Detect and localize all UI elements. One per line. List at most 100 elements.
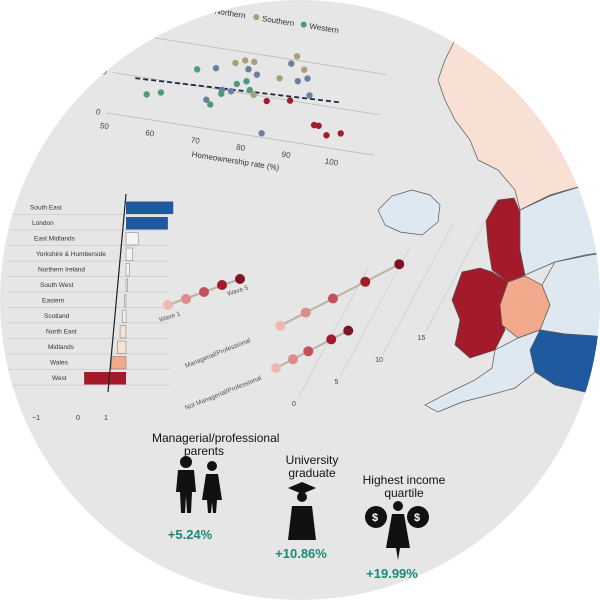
scatter-point: [246, 86, 253, 94]
scatter-point: [306, 92, 313, 99]
scatter-gridline: [119, 31, 386, 75]
bar-category-label: Yorkshire & Humberside: [36, 251, 106, 258]
scatter-x-tick: 100: [324, 157, 339, 168]
bar: [125, 247, 133, 261]
bar-zero-axis: [107, 193, 127, 393]
svg-text:$: $: [372, 512, 378, 524]
scatter-gridline: [112, 72, 380, 116]
parents-icon: [176, 456, 222, 513]
bar: [84, 372, 126, 385]
dot-x-tick: 10: [375, 357, 383, 364]
bar: [125, 263, 130, 277]
bar-category-label: Wales: [50, 359, 69, 366]
scatter-x-tick: 90: [281, 150, 292, 160]
scatter-y-tick: 0: [95, 107, 101, 117]
bar: [125, 278, 128, 292]
dot-point: [326, 334, 337, 345]
scatter-trendline: [135, 77, 342, 104]
scatter-point: [337, 130, 344, 137]
dot-x-tick: 5: [335, 379, 339, 386]
bar-category-label: East Midlands: [34, 235, 76, 242]
scatter-point: [323, 132, 330, 139]
scatter-y-tick: 20: [104, 26, 115, 36]
scatter-x-tick: 60: [145, 128, 156, 138]
bar-chart: South East London East Midlands Yorkshire &…: [8, 193, 174, 422]
scatter-x-tick: 50: [99, 121, 110, 131]
scatter-point: [245, 66, 252, 73]
scatter-point: [207, 101, 214, 108]
svg-text:$: $: [414, 512, 420, 524]
caption-graduate: University graduate: [285, 453, 339, 480]
bar-category-label: West: [52, 375, 67, 382]
bar: [119, 325, 127, 339]
bar: [125, 232, 139, 246]
legend-wave-dot: [217, 280, 227, 290]
pct-income: +19.99%: [366, 566, 418, 581]
legend-marker-southern: [253, 14, 260, 21]
bar: [122, 309, 127, 323]
bar-category-label: Northern Ireland: [38, 266, 85, 273]
bar-category-label: London: [32, 220, 54, 227]
scatter-point: [212, 65, 220, 72]
bar-category-label: South West: [40, 282, 74, 289]
scatter-point: [315, 122, 322, 129]
scatter-point: [294, 77, 301, 85]
caption-parents: Managerial/professional parents: [152, 431, 280, 458]
pct-parents: +5.24%: [167, 527, 213, 542]
scatter-point: [304, 75, 311, 82]
legend-marker-western: [300, 21, 307, 28]
graduate-icon: [288, 482, 316, 540]
region-south-west: [424, 329, 541, 413]
bar-category-label: South East: [30, 204, 62, 211]
scatter-point: [288, 60, 295, 67]
money-bags-icon: $ $: [365, 501, 429, 560]
scatter-point: [143, 91, 150, 98]
scatter-point: [258, 130, 265, 137]
scatter-x-tick: 80: [236, 143, 247, 153]
region-wales: [451, 267, 509, 359]
bar: [117, 340, 127, 354]
scatter-point: [251, 58, 258, 66]
legend-marker-northern: [205, 6, 212, 13]
caption-income: Highest income quartile: [362, 473, 446, 500]
dot-gridline: [297, 267, 369, 399]
dot-point: [275, 320, 286, 331]
scatter-point: [233, 80, 241, 88]
dot-point: [303, 346, 314, 357]
bar: [126, 201, 174, 214]
dot-point: [300, 307, 311, 318]
bar: [126, 217, 168, 230]
bar-category-label: Midlands: [48, 344, 75, 351]
scatter-gridline: [106, 112, 374, 156]
scatter-x-tick: 70: [190, 135, 201, 145]
scatter-point: [241, 57, 249, 64]
legend-wave-dot: [199, 287, 209, 297]
dot-point: [327, 293, 338, 304]
scatter-y-label: Youth unemp…: [82, 30, 99, 86]
scatter-point: [227, 88, 235, 95]
scatter-point: [157, 89, 165, 96]
scatter-point: [193, 66, 201, 73]
bar-category-label: Scotland: [44, 313, 70, 320]
scatter-point: [218, 90, 225, 98]
scatter-point: [276, 75, 283, 82]
dot-gridline: [382, 223, 454, 355]
scatter-point: [301, 66, 308, 74]
region-north-west: [485, 197, 526, 283]
bar: [110, 356, 127, 370]
legend-wave-dot: [235, 274, 245, 284]
scatter-point: [203, 96, 210, 103]
bar-x-tick: 1: [104, 415, 108, 422]
bar-x-tick: −1: [32, 415, 40, 422]
dot-point: [271, 363, 281, 373]
scatter-point: [243, 78, 250, 85]
dot-point: [360, 276, 371, 287]
dot-row-line: [279, 263, 400, 327]
region-northern-ireland: [377, 189, 441, 236]
legend-wave-dot: [163, 300, 173, 310]
bar-x-tick: 0: [76, 415, 80, 422]
scatter-point: [253, 71, 261, 78]
dot-point: [343, 325, 354, 336]
